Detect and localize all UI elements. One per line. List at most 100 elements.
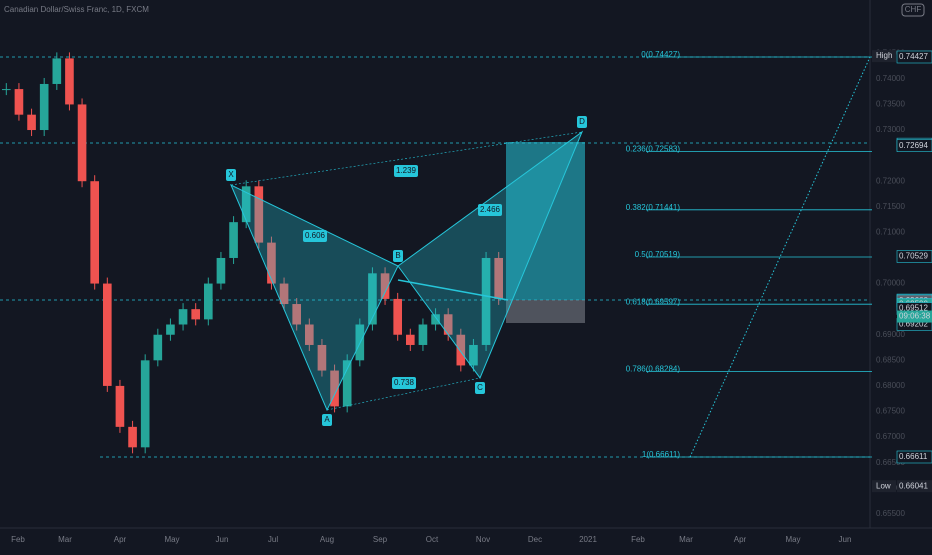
pattern-point-box: [577, 115, 587, 128]
price-tick-label: 0.74000: [876, 74, 905, 83]
trend-line: [397, 279, 509, 301]
pattern-point-box: [226, 168, 236, 181]
pattern-point-label: C: [477, 383, 483, 392]
time-tick-label: Oct: [426, 535, 439, 544]
time-tick-label: Feb: [11, 535, 25, 544]
price-label: 0.69512: [899, 304, 928, 313]
candle: [305, 324, 314, 345]
time-tick-label: Aug: [320, 535, 334, 544]
price-tick-label: 0.66500: [876, 458, 905, 467]
price-label: 0.66041: [899, 481, 928, 490]
time-tick-label: Jun: [216, 535, 229, 544]
price-label: 0.74427: [899, 52, 928, 61]
candle: [27, 114, 36, 131]
candle: [456, 334, 466, 366]
candle: [140, 360, 150, 448]
candle: [267, 242, 276, 284]
price-label-box: [896, 250, 932, 263]
price-tick-label: 0.73000: [876, 125, 905, 134]
candle: [406, 334, 415, 345]
price-label: 0.69202: [899, 320, 928, 329]
candle: [2, 89, 11, 91]
candle: [292, 304, 301, 325]
ratio-label: 2.466: [480, 205, 501, 214]
fib-label: 0.5(0.70519): [635, 250, 681, 259]
candle: [342, 360, 352, 407]
pattern-leg: [397, 130, 584, 379]
candle: [166, 324, 175, 335]
candle: [443, 314, 453, 335]
time-tick-label: Feb: [631, 535, 645, 544]
countdown-box: [897, 310, 932, 323]
price-tick-label: 0.70000: [876, 279, 905, 288]
candle: [330, 370, 339, 407]
ratio-label: 0.738: [394, 378, 415, 387]
ratio-box: [392, 377, 416, 389]
candle: [65, 58, 74, 105]
fib-label: 0(0.74427): [641, 50, 680, 59]
candle: [216, 257, 226, 284]
time-tick-label: Sep: [373, 535, 388, 544]
price-tick-label: 0.72000: [876, 176, 905, 185]
price-label-tag: [872, 50, 896, 63]
time-tick-label: Jun: [839, 535, 852, 544]
chart-layer: 0.655000.660000.665000.670000.675000.680…: [0, 48, 932, 544]
time-tick-label: Mar: [58, 535, 72, 544]
price-label-tag: [872, 480, 896, 493]
candle: [115, 385, 125, 427]
candle: [153, 334, 163, 361]
pattern-point-label: X: [228, 170, 234, 179]
ratio-label: 1.239: [396, 166, 417, 175]
price-label-box: [896, 139, 932, 152]
candle: [229, 222, 238, 258]
candle: [494, 257, 503, 299]
pattern-diagonal: [230, 131, 583, 186]
time-tick-label: Apr: [734, 535, 747, 544]
candle: [380, 273, 390, 299]
pattern-point-label: B: [395, 251, 400, 260]
price-label-prefix: High: [876, 51, 892, 60]
price-tick-label: 0.69000: [876, 330, 905, 339]
candle: [77, 104, 87, 182]
candle: [393, 298, 402, 335]
candle: [469, 344, 478, 366]
candle: [90, 181, 99, 284]
time-tick-label: Nov: [476, 535, 490, 544]
price-tick-label: 0.71500: [876, 202, 905, 211]
price-label-prefix: Low: [876, 481, 891, 490]
price-label: 0.70529: [899, 252, 928, 261]
ratio-label: 0.606: [305, 231, 326, 240]
time-tick-label: Apr: [114, 535, 127, 544]
pattern-point-label: A: [324, 415, 330, 424]
candle: [103, 283, 112, 386]
candle: [191, 309, 200, 320]
candle: [204, 283, 213, 320]
time-tick-label: Mar: [679, 535, 693, 544]
candle: [481, 257, 491, 345]
price-label-box: [897, 480, 932, 493]
price-label: 0.72694: [899, 141, 928, 150]
candle: [178, 309, 188, 325]
price-tick-label: 0.71000: [876, 227, 905, 236]
candle: [279, 283, 289, 305]
candle: [254, 186, 264, 243]
pattern-point-label: D: [579, 117, 585, 126]
pattern-point-box: [475, 381, 485, 394]
countdown: 09:06:38: [899, 312, 931, 321]
time-tick-label: May: [785, 535, 800, 544]
time-tick-label: May: [164, 535, 179, 544]
candle: [39, 83, 49, 131]
ratio-box: [303, 230, 327, 242]
pattern-point-box: [393, 250, 403, 263]
price-tick-label: 0.65500: [876, 509, 905, 518]
candle: [14, 89, 24, 115]
price-tick-label: 0.67500: [876, 407, 905, 416]
fib-label: 0.618(0.69597): [626, 297, 681, 306]
price-tick-label: 0.67000: [876, 432, 905, 441]
price-label: 0.66611: [899, 452, 928, 461]
candle: [52, 58, 62, 84]
candle: [128, 426, 137, 448]
currency-badge[interactable]: [901, 3, 925, 17]
